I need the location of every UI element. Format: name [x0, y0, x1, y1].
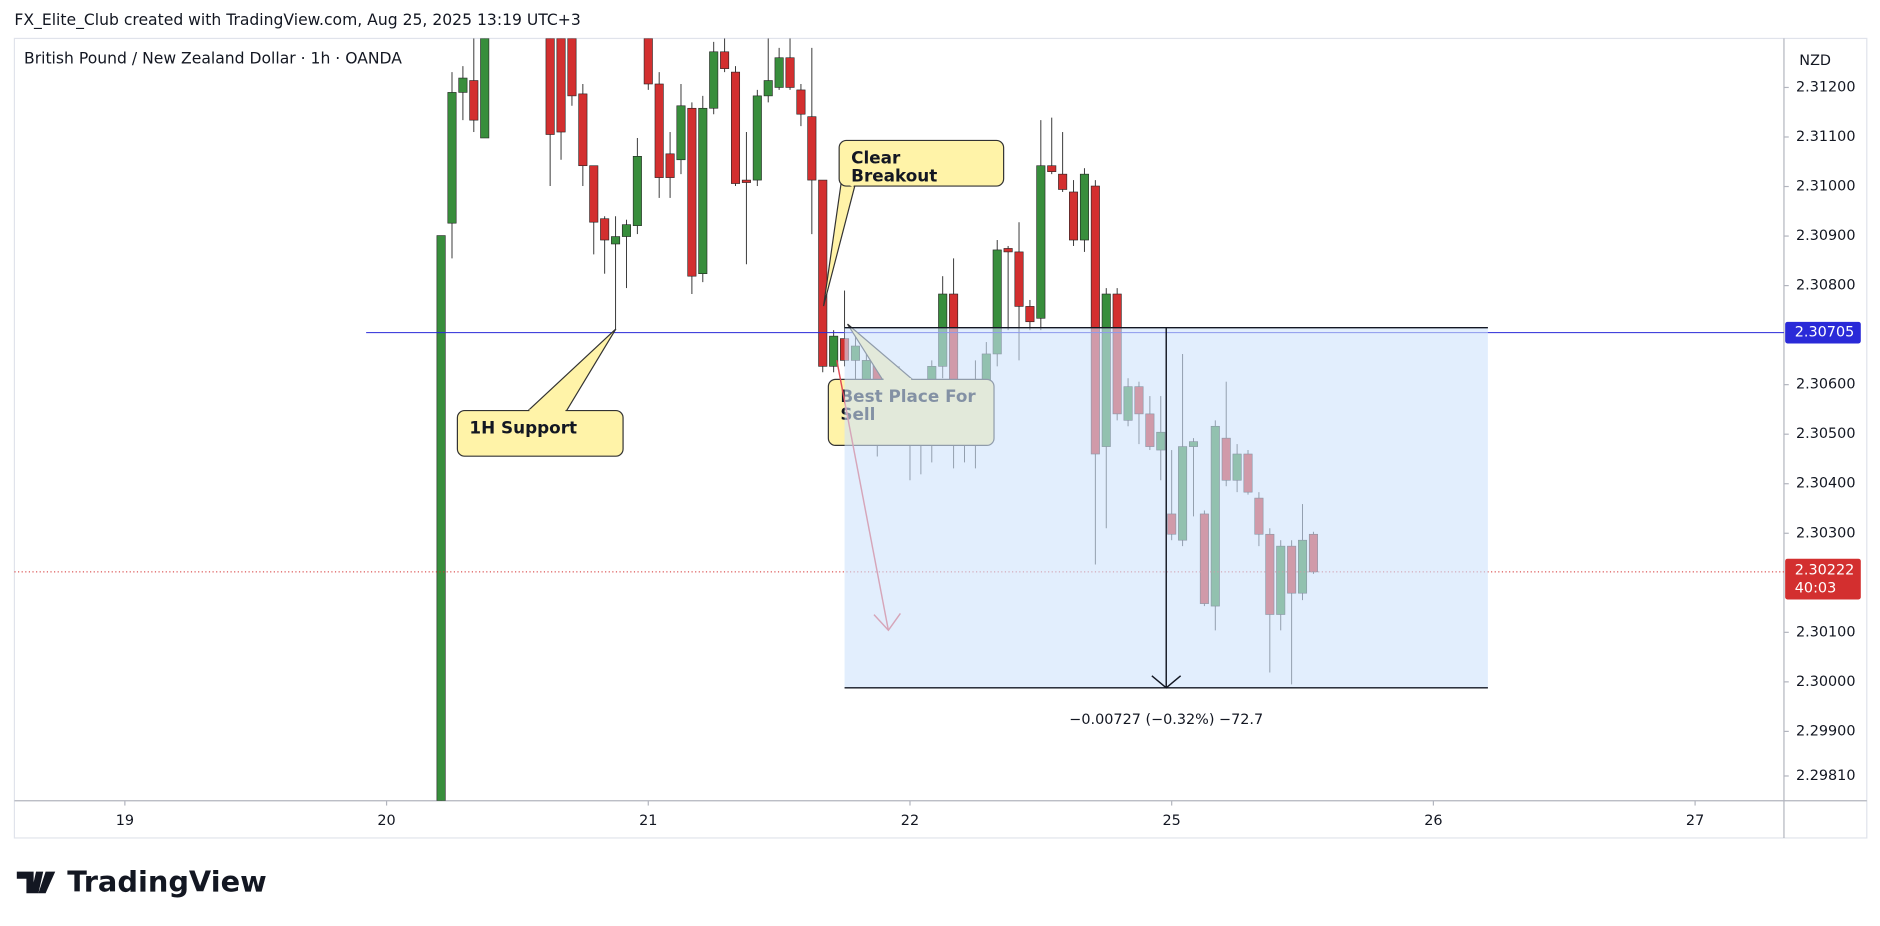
candle-body — [1003, 248, 1013, 253]
y-tick-label: 2.30800 — [1796, 278, 1856, 294]
logo: TradingView — [16, 865, 267, 899]
candle-body — [796, 89, 806, 115]
candle-body — [698, 107, 708, 275]
y-tick-label: 2.29900 — [1796, 723, 1856, 739]
y-tick-label: 2.30400 — [1796, 476, 1856, 492]
callout-pointer — [822, 179, 856, 307]
candle-body — [709, 51, 719, 109]
candle-body — [1047, 165, 1057, 172]
x-tick-label: 21 — [639, 813, 657, 829]
x-tick-label: 20 — [377, 813, 395, 829]
candle-body — [436, 235, 446, 801]
x-tick-label: 19 — [116, 813, 134, 829]
brand: TradingView — [67, 865, 266, 899]
x-tick-label: 27 — [1686, 813, 1704, 829]
candle-body — [1014, 251, 1024, 307]
candle-body — [1079, 173, 1089, 241]
candle-body — [545, 38, 555, 135]
candle-body — [720, 51, 730, 69]
candle-body — [774, 57, 784, 88]
candle-body — [687, 107, 697, 277]
chart-title: British Pound / New Zealand Dollar · 1h … — [24, 49, 402, 67]
callout-seam — [842, 179, 855, 188]
candle-body — [1058, 173, 1068, 190]
x-tick-label: 26 — [1424, 813, 1442, 829]
candle-body — [600, 218, 610, 241]
callout-text: Clear Breakout — [851, 148, 938, 187]
header: FX_Elite_Club created with TradingView.c… — [14, 11, 580, 30]
candle-body — [1069, 191, 1079, 241]
callout-box — [838, 139, 1005, 187]
candle-body — [741, 179, 751, 183]
frame — [13, 37, 1868, 839]
candle-body — [480, 38, 490, 139]
candle-body — [589, 165, 599, 223]
currency: NZD — [1799, 53, 1831, 69]
y-tick-label: 2.30100 — [1796, 624, 1856, 640]
callout-text: 1H Support — [469, 418, 578, 439]
candle-body — [654, 83, 664, 178]
candle-body — [643, 38, 653, 85]
candle-body — [556, 38, 566, 133]
candle-body — [621, 224, 631, 237]
candle-body — [1036, 165, 1046, 319]
candle-body — [785, 57, 795, 88]
y-tick-label: 2.29810 — [1796, 768, 1856, 784]
measure-arrow-head — [1151, 675, 1182, 689]
candle-body — [447, 92, 457, 224]
candle-body — [829, 335, 839, 367]
callout-text-box: 1H Support — [469, 418, 578, 439]
y-tick-label: 2.31200 — [1796, 79, 1856, 95]
candle-body — [469, 80, 479, 121]
y-tick-label: 2.30600 — [1796, 377, 1856, 393]
x-tick-label: 25 — [1163, 813, 1181, 829]
candle-body — [731, 71, 741, 184]
callout-pointer — [526, 328, 617, 412]
y-tick-label: 2.30300 — [1796, 525, 1856, 541]
candle-body — [458, 77, 468, 93]
support-price-tag — [1785, 321, 1861, 344]
last-price-label: 2.30222 — [1795, 563, 1855, 579]
y-tick-label: 2.31100 — [1796, 129, 1856, 145]
last-price-tag — [1785, 558, 1861, 600]
x-tick-label: 22 — [901, 813, 919, 829]
callout: Clear Breakout — [822, 139, 1005, 307]
support-price-label: 2.30705 — [1795, 325, 1855, 341]
callout: 1H Support — [456, 328, 624, 457]
y-tick-label: 2.30000 — [1796, 674, 1856, 690]
candle-body — [567, 38, 577, 97]
candle-body — [807, 116, 817, 181]
candle-body — [578, 93, 588, 167]
candle-body — [665, 153, 675, 178]
candle-body — [763, 80, 773, 97]
y-tick-label: 2.30500 — [1796, 426, 1856, 442]
candle-body — [1025, 306, 1035, 323]
callout-text-box: Clear Breakout — [851, 148, 938, 187]
candle-body — [611, 236, 621, 245]
y-tick-label: 2.30900 — [1796, 228, 1856, 244]
candle-body — [752, 95, 762, 181]
candle-body — [818, 179, 828, 367]
measure-label: −0.00727 (−0.32%) −72.7 — [1069, 712, 1263, 728]
y-tick-label: 2.31000 — [1796, 179, 1856, 195]
countdown: 40:03 — [1795, 581, 1836, 597]
candle-body — [676, 105, 686, 161]
candle-body — [632, 156, 642, 226]
